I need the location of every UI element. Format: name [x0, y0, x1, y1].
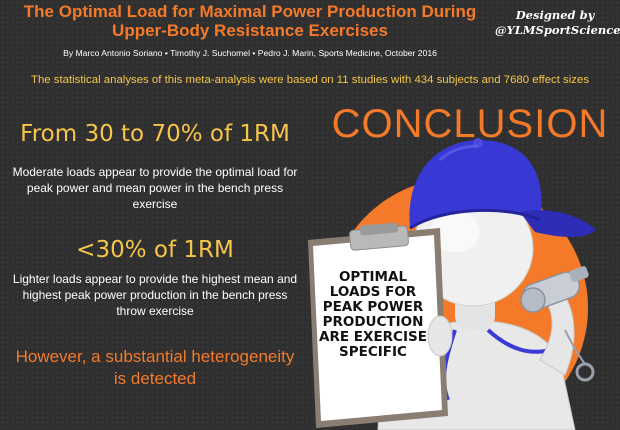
title-line-2: Upper-Body Resistance Exercises	[112, 21, 388, 40]
designed-by-credit: Designed by @YLMSportScience	[495, 8, 620, 38]
authors-citation: By Marco Antonio Soriano • Timothy J. Su…	[63, 48, 437, 58]
finding-2-text: Lighter loads appear to provide the high…	[12, 272, 298, 318]
clipboard	[308, 222, 448, 428]
title-line-1: The Optimal Load for Maximal Power Produ…	[23, 2, 477, 21]
heterogeneity-note: However, a substantial heterogeneity is …	[15, 347, 295, 388]
finding-1-text: Moderate loads appear to provide the opt…	[12, 165, 298, 211]
finding-2-heading: <30% of 1RM	[76, 237, 234, 263]
stats-line: The statistical analyses of this meta-an…	[30, 74, 590, 86]
conclusion-heading: CONCLUSION	[331, 102, 609, 146]
finding-1-heading: From 30 to 70% of 1RM	[20, 121, 290, 147]
designed-by-handle: @YLMSportScience	[495, 23, 620, 37]
whistle-icon	[520, 266, 595, 382]
blue-cap	[409, 138, 596, 237]
designed-by-label: Designed by	[515, 8, 595, 22]
clipboard-text: Optimal loads for peak power production …	[319, 269, 427, 360]
figure-left-hand	[427, 315, 453, 357]
